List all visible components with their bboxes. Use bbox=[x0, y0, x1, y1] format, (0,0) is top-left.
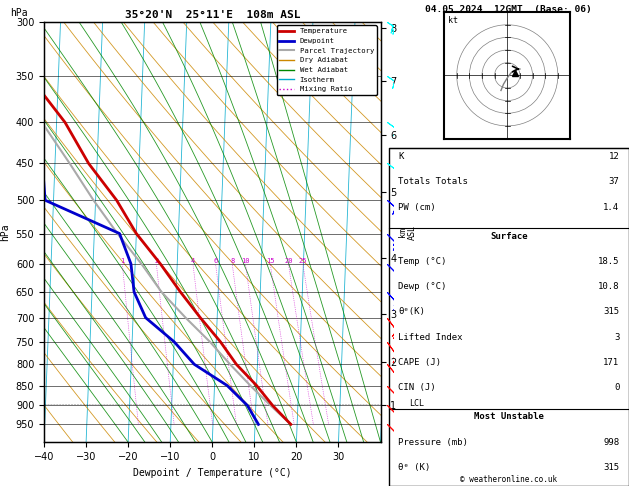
Text: K: K bbox=[398, 152, 404, 161]
Text: 171: 171 bbox=[603, 358, 620, 367]
Text: 0: 0 bbox=[614, 383, 620, 392]
Text: 10: 10 bbox=[241, 258, 250, 264]
Text: 6: 6 bbox=[213, 258, 218, 264]
Text: 25: 25 bbox=[299, 258, 307, 264]
Text: 4: 4 bbox=[191, 258, 195, 264]
Text: Temp (°C): Temp (°C) bbox=[398, 257, 447, 266]
Text: Surface: Surface bbox=[490, 232, 528, 241]
Text: 37: 37 bbox=[609, 177, 620, 186]
Text: Most Unstable: Most Unstable bbox=[474, 412, 544, 421]
Text: Lifted Index: Lifted Index bbox=[398, 333, 463, 342]
Text: θᵉ(K): θᵉ(K) bbox=[398, 308, 425, 316]
Text: 1.4: 1.4 bbox=[603, 203, 620, 211]
Y-axis label: hPa: hPa bbox=[0, 223, 10, 241]
Text: Totals Totals: Totals Totals bbox=[398, 177, 468, 186]
Text: Pressure (mb): Pressure (mb) bbox=[398, 437, 468, 447]
Text: 20: 20 bbox=[284, 258, 292, 264]
Text: LCL: LCL bbox=[409, 399, 424, 408]
Text: θᵉ (K): θᵉ (K) bbox=[398, 463, 431, 472]
Text: 15: 15 bbox=[266, 258, 274, 264]
Text: 1: 1 bbox=[120, 258, 125, 264]
Text: 10.8: 10.8 bbox=[598, 282, 620, 291]
X-axis label: Dewpoint / Temperature (°C): Dewpoint / Temperature (°C) bbox=[133, 468, 292, 478]
Text: kt: kt bbox=[448, 16, 458, 25]
Text: 998: 998 bbox=[603, 437, 620, 447]
Text: 04.05.2024  12GMT  (Base: 06): 04.05.2024 12GMT (Base: 06) bbox=[425, 5, 593, 14]
Text: Dewp (°C): Dewp (°C) bbox=[398, 282, 447, 291]
Legend: Temperature, Dewpoint, Parcel Trajectory, Dry Adiabat, Wet Adiabat, Isotherm, Mi: Temperature, Dewpoint, Parcel Trajectory… bbox=[277, 25, 377, 95]
Text: 315: 315 bbox=[603, 308, 620, 316]
Text: 315: 315 bbox=[603, 463, 620, 472]
Title: 35°20'N  25°11'E  108m ASL: 35°20'N 25°11'E 108m ASL bbox=[125, 10, 300, 20]
Text: 8: 8 bbox=[230, 258, 235, 264]
Text: 12: 12 bbox=[609, 152, 620, 161]
Text: 3: 3 bbox=[614, 333, 620, 342]
Text: © weatheronline.co.uk: © weatheronline.co.uk bbox=[460, 474, 557, 484]
Text: hPa: hPa bbox=[11, 8, 28, 17]
Text: 2: 2 bbox=[154, 258, 159, 264]
Text: CAPE (J): CAPE (J) bbox=[398, 358, 442, 367]
Text: 18.5: 18.5 bbox=[598, 257, 620, 266]
Text: CIN (J): CIN (J) bbox=[398, 383, 436, 392]
Y-axis label: km
ASL: km ASL bbox=[398, 225, 417, 240]
Text: PW (cm): PW (cm) bbox=[398, 203, 436, 211]
